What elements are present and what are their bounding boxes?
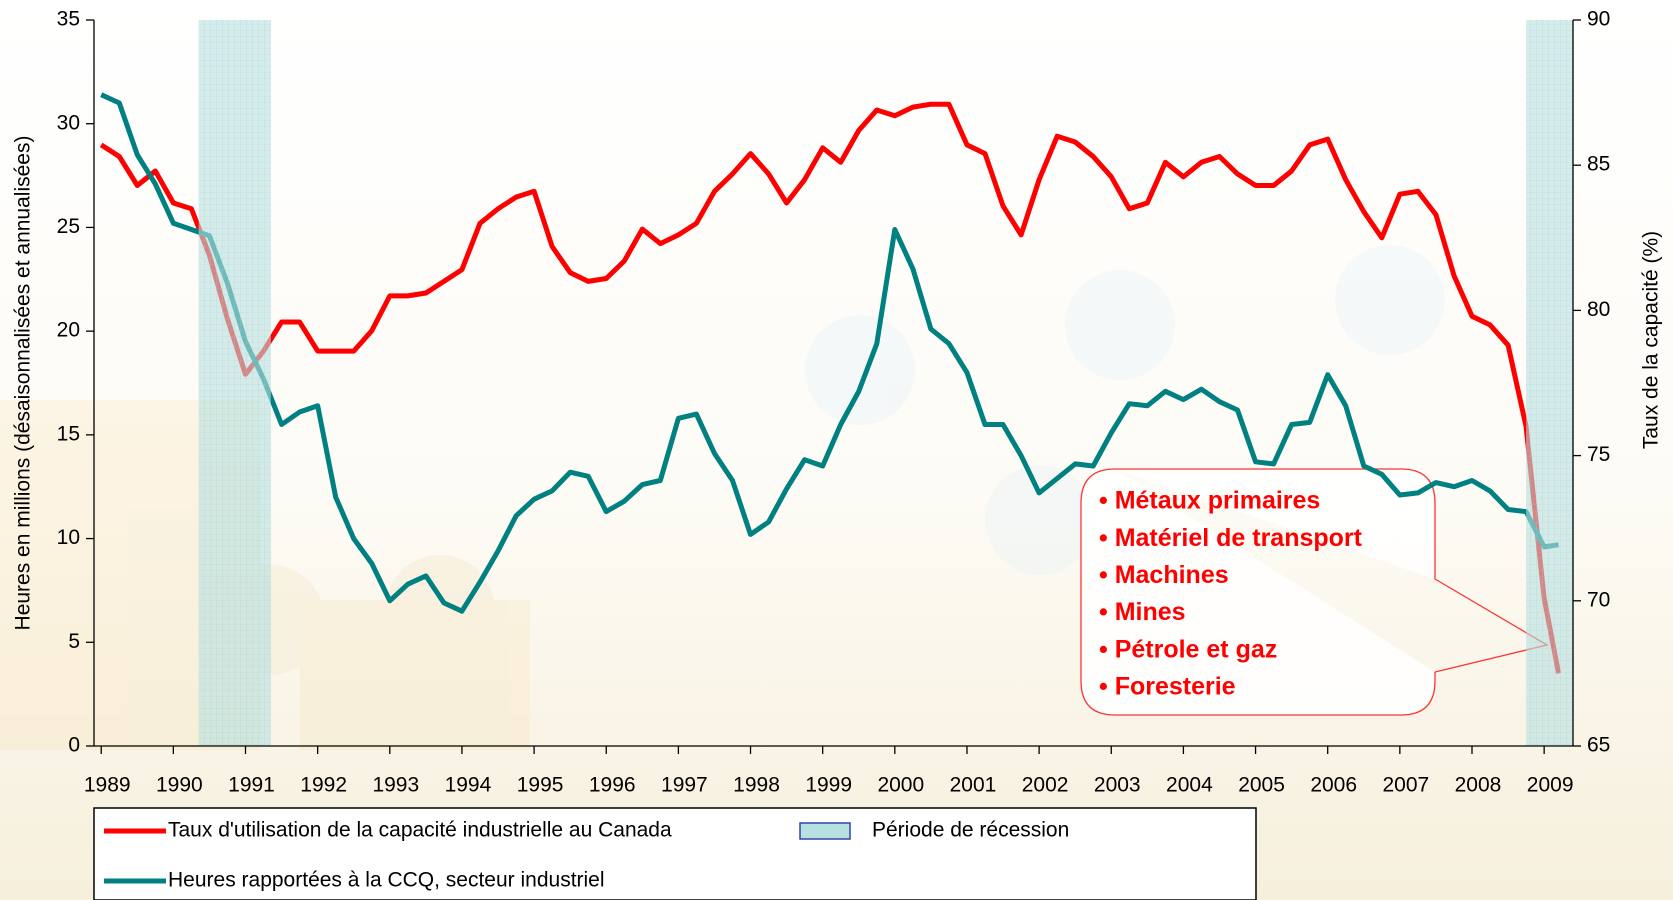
x-tick-label: 2006 [1310,774,1357,797]
series-line [100,92,1559,614]
x-tick-label: 1997 [661,774,708,797]
x-tick-label: 1990 [156,774,203,797]
x-tick-label: 1998 [733,774,780,797]
x-tick-label: 2001 [950,774,997,797]
recession-band [1526,20,1573,746]
x-tick-label: 1989 [84,774,131,797]
legend-label: Taux d'utilisation de la capacité indust… [168,819,672,842]
x-tick-label: 1992 [300,774,347,797]
y-axis-label: Heures en millions (désaisonnalisées et … [12,136,35,631]
x-tick-label: 2009 [1527,774,1574,797]
x-tick-label: 2000 [877,774,924,797]
series-line [99,101,1562,674]
legend-swatch [799,822,851,840]
callout-box [1080,468,1436,716]
recession-band [198,20,271,746]
y2-tick-label: 70 [1587,588,1610,611]
recession-grid [1526,20,1573,746]
legend-label: Période de récession [872,819,1069,842]
x-tick-label: 2005 [1238,774,1285,797]
annotation-item: • Foresterie [1099,673,1236,701]
x-tick-label: 2003 [1094,774,1141,797]
x-tick-label: 2004 [1166,774,1213,797]
x-tick-label: 1991 [228,774,275,797]
legend [93,807,1257,900]
annotation-item: • Matériel de transport [1099,524,1363,552]
y-tick-label: 30 [57,111,80,134]
legend-label: Heures rapportées à la CCQ, secteur indu… [168,869,605,892]
y2-tick-label: 65 [1587,734,1610,757]
y2-tick-label: 85 [1587,153,1610,176]
y-tick-label: 0 [68,734,80,757]
annotation-item: • Machines [1099,561,1229,589]
y-tick-label: 10 [57,526,80,549]
y-tick-label: 20 [57,319,80,342]
recession-grid [198,20,271,746]
y-tick-label: 25 [57,215,80,238]
y-tick-label: 5 [68,630,80,653]
annotation-item: • Mines [1099,598,1186,626]
y2-tick-label: 80 [1587,298,1610,321]
x-tick-label: 2002 [1022,774,1069,797]
annotation-item: • Métaux primaires [1099,487,1320,515]
y2-tick-label: 75 [1587,443,1610,466]
x-tick-label: 1996 [589,774,636,797]
y-tick-label: 35 [57,8,80,31]
x-tick-label: 1995 [517,774,564,797]
x-tick-label: 2008 [1455,774,1502,797]
annotation-item: • Pétrole et gaz [1099,635,1277,663]
x-tick-label: 1994 [445,774,492,797]
x-tick-label: 1999 [805,774,852,797]
x-tick-label: 2007 [1382,774,1429,797]
x-tick-label: 1993 [372,774,419,797]
y2-tick-label: 90 [1587,8,1610,31]
y-tick-label: 15 [57,422,80,445]
y2-axis-label: Taux de la capacité (%) [1640,231,1663,449]
